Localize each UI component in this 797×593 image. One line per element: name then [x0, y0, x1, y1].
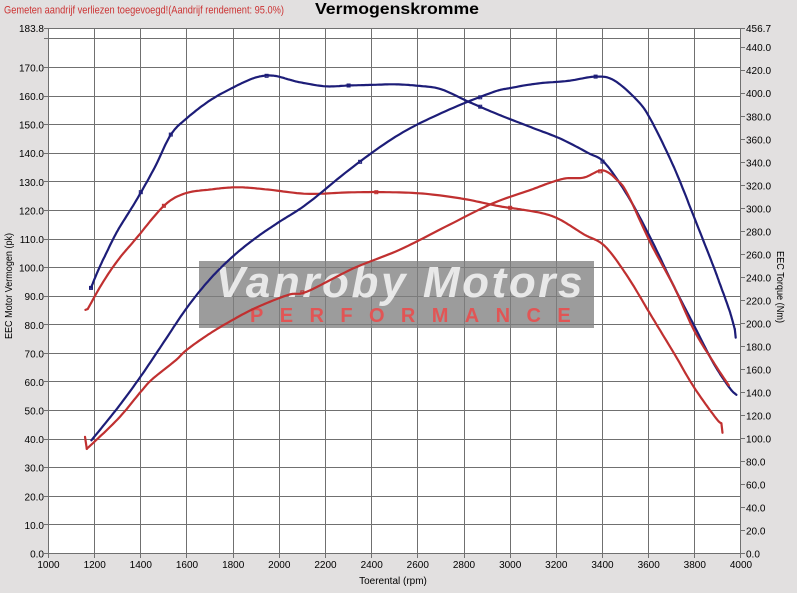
svg-text:40.0: 40.0 — [25, 435, 45, 446]
svg-text:2200: 2200 — [314, 560, 337, 571]
svg-text:140.0: 140.0 — [19, 149, 44, 160]
svg-text:1400: 1400 — [130, 560, 153, 571]
svg-text:456.7: 456.7 — [746, 24, 771, 35]
svg-text:80.0: 80.0 — [746, 457, 766, 468]
svg-text:420.0: 420.0 — [746, 66, 771, 77]
svg-text:70.0: 70.0 — [25, 349, 45, 360]
svg-text:90.0: 90.0 — [25, 292, 45, 303]
svg-text:3400: 3400 — [591, 560, 614, 571]
svg-text:280.0: 280.0 — [746, 227, 771, 238]
svg-text:2400: 2400 — [361, 560, 384, 571]
svg-text:110.0: 110.0 — [20, 235, 45, 246]
svg-text:100.0: 100.0 — [746, 434, 771, 445]
svg-text:340.0: 340.0 — [746, 158, 771, 169]
svg-text:EEC Motor Vermogen (pk): EEC Motor Vermogen (pk) — [4, 233, 15, 339]
svg-text:1200: 1200 — [84, 560, 107, 571]
svg-text:0.0: 0.0 — [30, 550, 44, 561]
svg-text:60.0: 60.0 — [746, 481, 766, 492]
svg-text:260.0: 260.0 — [746, 250, 771, 261]
svg-text:150.0: 150.0 — [19, 121, 44, 132]
svg-text:1000: 1000 — [37, 560, 60, 571]
svg-text:1600: 1600 — [176, 560, 199, 571]
svg-text:3600: 3600 — [638, 560, 661, 571]
svg-text:400.0: 400.0 — [746, 89, 771, 100]
svg-text:240.0: 240.0 — [746, 273, 771, 284]
svg-text:Toerental (rpm): Toerental (rpm) — [359, 576, 427, 587]
svg-text:200.0: 200.0 — [746, 319, 771, 330]
svg-text:20.0: 20.0 — [746, 527, 766, 538]
svg-text:10.0: 10.0 — [25, 521, 45, 532]
svg-text:PERFORMANCE: PERFORMANCE — [250, 305, 587, 327]
svg-text:180.0: 180.0 — [746, 342, 771, 353]
svg-text:170.0: 170.0 — [19, 64, 44, 75]
svg-text:2600: 2600 — [407, 560, 430, 571]
svg-text:Gemeten aandrijf verliezen toe: Gemeten aandrijf verliezen toegevoegd!(A… — [4, 5, 284, 17]
svg-text:100.0: 100.0 — [19, 264, 44, 275]
svg-text:20.0: 20.0 — [25, 492, 45, 503]
svg-text:300.0: 300.0 — [746, 204, 771, 215]
svg-text:40.0: 40.0 — [746, 504, 766, 515]
svg-text:130.0: 130.0 — [19, 178, 44, 189]
svg-text:2800: 2800 — [453, 560, 476, 571]
svg-text:360.0: 360.0 — [746, 135, 771, 146]
svg-text:120.0: 120.0 — [19, 206, 44, 217]
svg-text:320.0: 320.0 — [746, 181, 771, 192]
svg-text:50.0: 50.0 — [25, 407, 45, 418]
svg-text:EEC Torque (Nm): EEC Torque (Nm) — [774, 251, 785, 323]
svg-text:3800: 3800 — [684, 560, 707, 571]
svg-text:183.8: 183.8 — [19, 24, 44, 35]
svg-text:160.0: 160.0 — [746, 365, 771, 376]
svg-text:140.0: 140.0 — [746, 388, 771, 399]
svg-text:0.0: 0.0 — [746, 550, 760, 561]
svg-text:1800: 1800 — [222, 560, 245, 571]
svg-text:380.0: 380.0 — [746, 112, 771, 123]
svg-text:3200: 3200 — [545, 560, 568, 571]
svg-text:120.0: 120.0 — [746, 411, 771, 422]
svg-text:220.0: 220.0 — [746, 296, 771, 307]
svg-text:4000: 4000 — [730, 560, 753, 571]
svg-text:440.0: 440.0 — [746, 43, 771, 54]
svg-text:2000: 2000 — [268, 560, 291, 571]
svg-text:160.0: 160.0 — [19, 92, 44, 103]
svg-text:Vermogenskromme: Vermogenskromme — [315, 1, 479, 18]
svg-text:3000: 3000 — [499, 560, 522, 571]
svg-text:80.0: 80.0 — [25, 321, 45, 332]
svg-text:30.0: 30.0 — [25, 464, 45, 475]
svg-text:60.0: 60.0 — [25, 378, 45, 389]
